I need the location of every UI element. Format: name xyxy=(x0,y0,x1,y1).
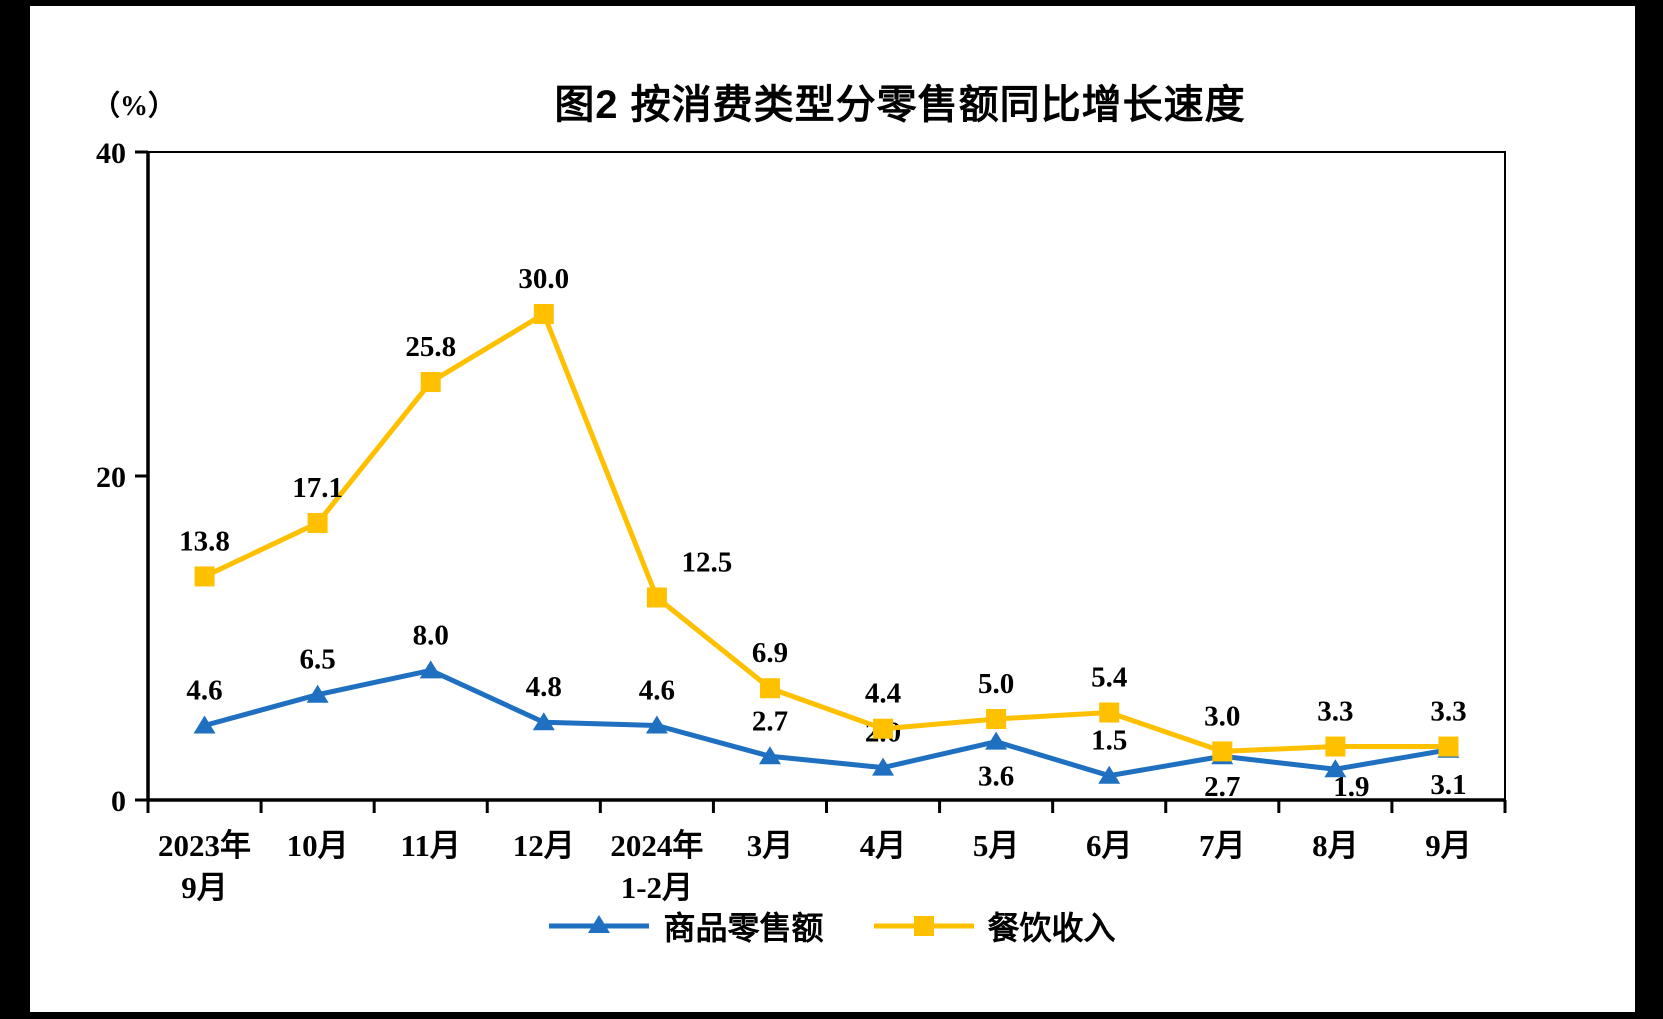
data-label: 4.6 xyxy=(639,674,675,706)
data-label: 6.9 xyxy=(752,637,788,669)
data-point-marker xyxy=(872,757,895,776)
data-point-marker xyxy=(1098,765,1121,784)
series-line-1 xyxy=(202,311,1451,754)
data-label: 12.5 xyxy=(682,547,733,579)
data-label: 6.5 xyxy=(300,644,336,676)
data-label: 1.5 xyxy=(1091,725,1127,757)
data-point-marker xyxy=(1438,736,1459,757)
chart-title: 图2 按消费类型分零售额同比增长速度 xyxy=(554,83,1246,127)
data-label: 4.6 xyxy=(186,674,222,706)
letterbox-left xyxy=(0,0,30,1019)
x-axis-label: 2024年 xyxy=(610,828,703,863)
data-point-marker xyxy=(306,684,329,703)
x-axis-label: 11月 xyxy=(401,828,461,863)
data-label: 17.1 xyxy=(292,472,343,504)
legend-marker-goods-icon xyxy=(549,915,650,933)
data-point-marker xyxy=(759,678,780,699)
data-label: 4.4 xyxy=(865,678,901,710)
legend-marker-catering-icon xyxy=(873,916,974,936)
data-point-marker xyxy=(873,718,894,739)
data-label: 3.3 xyxy=(1430,696,1466,728)
data-point-marker xyxy=(532,712,555,731)
data-point-marker xyxy=(419,660,442,679)
x-axis-label: 2023年 xyxy=(158,828,251,863)
y-tick-label: 0 xyxy=(111,785,126,818)
data-point-marker xyxy=(307,512,328,533)
data-point-marker xyxy=(533,304,554,324)
y-tick-label: 20 xyxy=(96,461,126,494)
y-tick-label: 40 xyxy=(96,137,126,170)
data-label: 8.0 xyxy=(413,619,449,651)
legend-label-goods: 商品零售额 xyxy=(663,910,824,946)
data-label: 5.0 xyxy=(978,668,1014,700)
data-label: 3.0 xyxy=(1204,700,1240,732)
data-point-marker xyxy=(985,731,1008,750)
data-point-marker xyxy=(1325,736,1346,757)
chart-legend: 商品零售额 餐饮收入 xyxy=(0,903,1663,949)
data-label: 25.8 xyxy=(405,331,456,363)
x-axis-label: 3月 xyxy=(747,828,794,863)
x-axis-label: 1-2月 xyxy=(621,870,693,905)
x-axis-label: 4月 xyxy=(860,828,907,863)
data-label: 3.1 xyxy=(1430,769,1466,801)
data-label: 5.4 xyxy=(1091,662,1127,694)
data-label: 30.0 xyxy=(518,263,569,295)
x-axis-label: 12月 xyxy=(513,828,575,863)
letterbox-top xyxy=(0,0,1663,6)
x-axis-label: 9月 xyxy=(181,870,228,905)
data-point-marker xyxy=(194,566,215,587)
plot-border xyxy=(147,151,1506,801)
data-point-marker xyxy=(645,715,668,734)
legend-item-catering: 餐饮收入 xyxy=(872,903,1116,949)
legend-item-goods: 商品零售额 xyxy=(547,903,824,949)
y-axis-unit-label: （%） xyxy=(92,91,177,122)
x-axis-label: 6月 xyxy=(1086,828,1133,863)
x-axis-label: 8月 xyxy=(1312,828,1359,863)
data-point-marker xyxy=(646,587,667,608)
letterbox-bottom xyxy=(0,1012,1663,1019)
data-label: 1.9 xyxy=(1333,771,1369,803)
data-label: 3.3 xyxy=(1317,696,1353,728)
series-line-0 xyxy=(202,667,1451,779)
x-axis-label: 5月 xyxy=(973,828,1020,863)
x-axis-label: 9月 xyxy=(1425,828,1472,863)
x-axis-label: 10月 xyxy=(287,828,349,863)
x-axis-label: 7月 xyxy=(1199,828,1246,863)
data-label: 4.8 xyxy=(526,671,562,703)
data-label: 3.6 xyxy=(978,761,1014,793)
legend-label-catering: 餐饮收入 xyxy=(987,910,1116,946)
data-point-marker xyxy=(1212,741,1233,762)
data-label: 2.7 xyxy=(1204,771,1240,803)
data-point-marker xyxy=(193,715,216,734)
data-label: 13.8 xyxy=(179,525,230,557)
letterbox-right xyxy=(1635,0,1663,1019)
data-point-marker xyxy=(420,372,441,393)
data-label: 2.7 xyxy=(752,705,788,737)
data-point-marker xyxy=(758,746,781,765)
data-point-marker xyxy=(1324,759,1347,778)
data-point-marker xyxy=(1099,702,1120,723)
data-point-marker xyxy=(986,709,1007,729)
